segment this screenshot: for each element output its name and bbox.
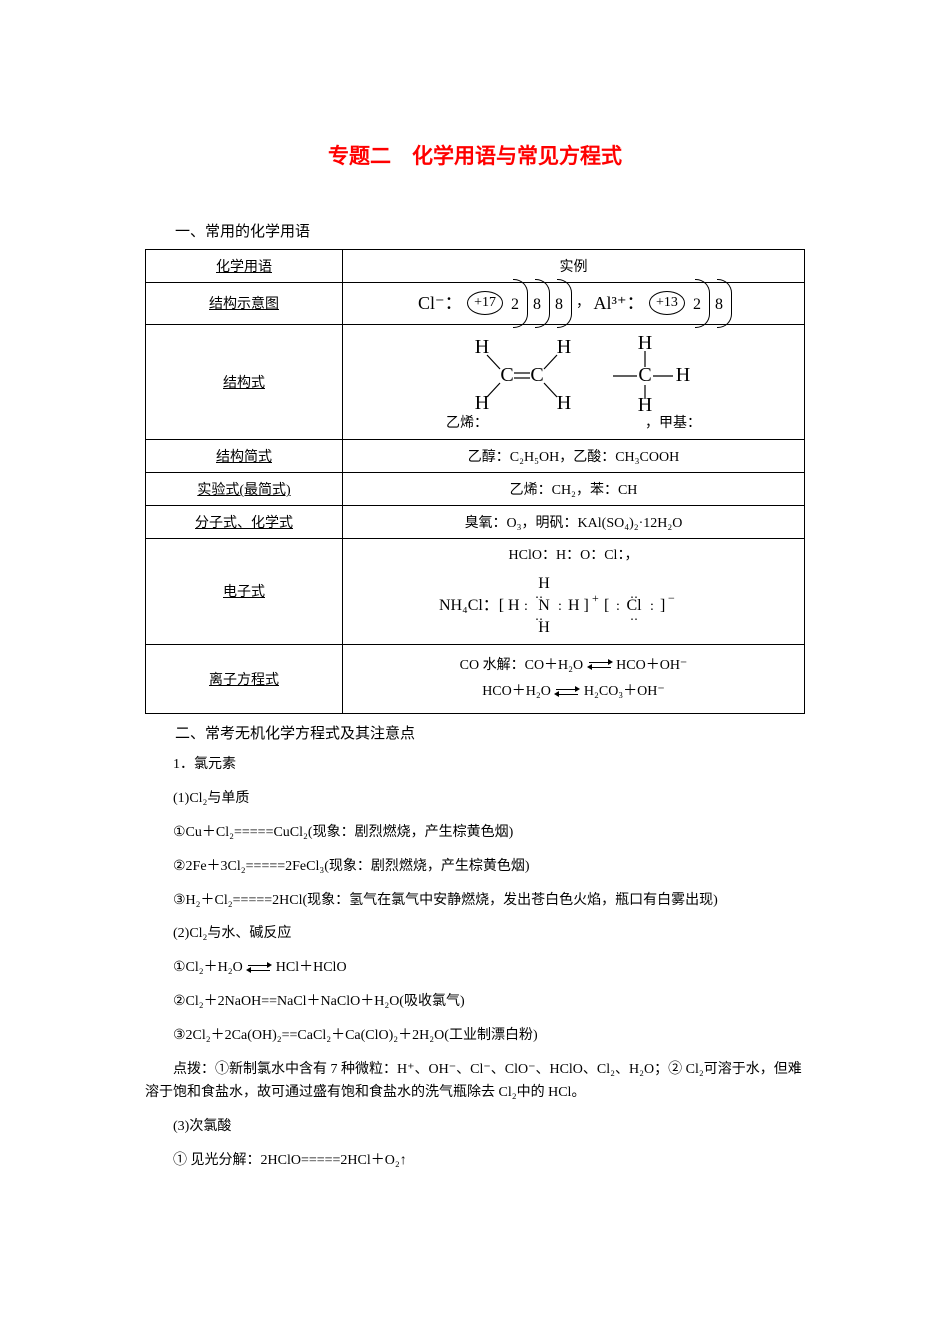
ion-eq-1-post: HCO＋OH⁻ bbox=[616, 658, 687, 673]
electron-formula-hclo: HClO：H：O：Cl：， bbox=[351, 545, 796, 567]
row-example: 乙醇：C₂H₅OH，乙酸：CH₃COOH bbox=[343, 440, 805, 473]
equation-line: ①Cu＋Cl₂=====CuCl₂(现象：剧烈燃烧，产生棕黄色烟) bbox=[145, 821, 805, 845]
page-title: 专题二 化学用语与常见方程式 bbox=[145, 140, 805, 170]
svg-text:C: C bbox=[639, 364, 652, 386]
row-label: 结构示意图 bbox=[146, 283, 343, 325]
electron-formula-nh4cl: NH₄Cl：[ H : H ‥ N ‥ H : H ] + [ : ‥ Cl ‥ bbox=[434, 568, 714, 638]
row-example: Cl⁻： +17 2 8 8 ， Al³⁺： +13 2 8 bbox=[343, 283, 805, 325]
svg-text:C: C bbox=[500, 364, 513, 386]
table-row: 离子方程式 CO 水解：CO＋H₂O HCO＋OH⁻ HCO＋H₂O H₂CO₃… bbox=[146, 644, 805, 714]
equilibrium-arrow-icon bbox=[246, 962, 272, 974]
svg-text:NH₄Cl：[: NH₄Cl：[ bbox=[439, 597, 504, 614]
header-right: 实例 bbox=[343, 250, 805, 283]
paragraph-line: (2)Cl₂与水、碱反应 bbox=[145, 922, 805, 946]
svg-text:[: [ bbox=[604, 597, 609, 614]
row-example: 臭氧：O₃，明矾：KAl(SO₄)₂·12H₂O bbox=[343, 506, 805, 539]
eq-post: HCl＋HClO bbox=[276, 960, 347, 975]
eq-pre: ①Cl₂＋H₂O bbox=[173, 960, 243, 975]
row-label: 结构简式 bbox=[146, 440, 343, 473]
svg-text:H: H bbox=[538, 619, 550, 636]
equation-line: ③2Cl₂＋2Ca(OH)₂==CaCl₂＋Ca(ClO)₂＋2H₂O(工业制漂… bbox=[145, 1024, 805, 1048]
svg-text:H: H bbox=[638, 333, 652, 354]
svg-text:]: ] bbox=[660, 597, 665, 614]
section-2-heading: 二、常考无机化学方程式及其注意点 bbox=[145, 722, 805, 743]
row-label: 电子式 bbox=[146, 539, 343, 644]
row-example: HClO：H：O：Cl：， NH₄Cl：[ H : H ‥ N ‥ H : H … bbox=[343, 539, 805, 644]
table-row: 实验式(最简式) 乙烯：CH₂，苯：CH bbox=[146, 473, 805, 506]
row-label: 离子方程式 bbox=[146, 644, 343, 714]
equation-line: ②Cl₂＋2NaOH==NaCl＋NaClO＋H₂O(吸收氯气) bbox=[145, 990, 805, 1014]
atom-diagram-cl: Cl⁻： +17 2 8 8 bbox=[418, 289, 569, 318]
table-row: 电子式 HClO：H：O：Cl：， NH₄Cl：[ H : H ‥ N ‥ H … bbox=[146, 539, 805, 644]
svg-text:H: H bbox=[508, 597, 520, 614]
equation-line: ②2Fe＋3Cl₂=====2FeCl₃(现象：剧烈燃烧，产生棕黄色烟) bbox=[145, 855, 805, 879]
equation-line: ③H₂＋Cl₂=====2HCl(现象：氢气在氯气中安静燃烧，发出苍白色火焰，瓶… bbox=[145, 889, 805, 913]
svg-text:H: H bbox=[557, 392, 571, 413]
shell: 2 bbox=[687, 289, 707, 318]
svg-text:−: − bbox=[668, 591, 675, 605]
svg-text:H: H bbox=[475, 392, 489, 413]
atom-diagram-al: Al³⁺： +13 2 8 bbox=[594, 289, 729, 318]
svg-text:+: + bbox=[592, 591, 599, 605]
row-label: 结构式 bbox=[146, 324, 343, 439]
svg-text:H: H bbox=[475, 336, 489, 358]
ion-eq-2-post: H₂CO₃＋OH⁻ bbox=[584, 684, 665, 699]
methyl-label: ，甲基： bbox=[645, 416, 701, 431]
table-row: 结构示意图 Cl⁻： +17 2 8 8 ， Al³⁺： +13 2 8 bbox=[146, 283, 805, 325]
svg-text:H ]: H ] bbox=[568, 597, 589, 614]
row-label: 实验式(最简式) bbox=[146, 473, 343, 506]
svg-text:H: H bbox=[557, 336, 571, 358]
shell: 8 bbox=[527, 289, 547, 318]
row-example: C C H H H H C H bbox=[343, 324, 805, 439]
section-1-heading: 一、常用的化学用语 bbox=[145, 220, 805, 241]
ethylene-structure: C C H H H H bbox=[442, 333, 592, 413]
equation-line: ①Cl₂＋H₂O HCl＋HClO bbox=[145, 956, 805, 980]
ion-eq-2-pre: HCO＋H₂O bbox=[482, 684, 551, 699]
ethylene-label: 乙烯： bbox=[446, 416, 488, 431]
row-example: 乙烯：CH₂，苯：CH bbox=[343, 473, 805, 506]
header-left: 化学用语 bbox=[146, 250, 343, 283]
ion-eq-1-pre: CO 水解：CO＋H₂O bbox=[460, 658, 584, 673]
shell: 2 bbox=[505, 289, 525, 318]
subheading-chlorine: 1．氯元素 bbox=[145, 753, 805, 777]
svg-text::: : bbox=[558, 599, 562, 614]
methyl-structure: C H H H bbox=[595, 333, 705, 413]
row-label: 分子式、化学式 bbox=[146, 506, 343, 539]
equation-line: ① 见光分解：2HClO=====2HCl＋O₂↑ bbox=[145, 1149, 805, 1173]
shell: 8 bbox=[709, 289, 729, 318]
svg-text:‥: ‥ bbox=[629, 609, 637, 623]
svg-text:H: H bbox=[676, 364, 690, 386]
svg-text::: : bbox=[524, 599, 528, 614]
tip-line: 点拨：①新制氯水中含有 7 种微粒：H⁺、OH⁻、Cl⁻、ClO⁻、HClO、C… bbox=[145, 1058, 805, 1106]
svg-text:H: H bbox=[638, 394, 652, 413]
svg-text::: : bbox=[616, 599, 620, 614]
chem-terms-table: 化学用语 实例 结构示意图 Cl⁻： +17 2 8 8 ， Al³⁺： +13… bbox=[145, 249, 805, 714]
equilibrium-arrow-icon bbox=[554, 686, 580, 698]
shell: 8 bbox=[549, 289, 569, 318]
table-row: 化学用语 实例 bbox=[146, 250, 805, 283]
table-row: 结构式 C C H H H H C bbox=[146, 324, 805, 439]
atom-symbol: Al³⁺ bbox=[594, 289, 627, 318]
svg-text::: : bbox=[650, 599, 654, 614]
nucleus: +13 bbox=[649, 291, 685, 315]
table-row: 结构简式 乙醇：C₂H₅OH，乙酸：CH₃COOH bbox=[146, 440, 805, 473]
row-example: CO 水解：CO＋H₂O HCO＋OH⁻ HCO＋H₂O H₂CO₃＋OH⁻ bbox=[343, 644, 805, 714]
nucleus: +17 bbox=[467, 291, 503, 315]
equilibrium-arrow-icon bbox=[587, 659, 613, 671]
atom-symbol: Cl⁻ bbox=[418, 289, 445, 318]
paragraph-line: (1)Cl₂与单质 bbox=[145, 787, 805, 811]
paragraph-line: (3)次氯酸 bbox=[145, 1115, 805, 1139]
svg-text:C: C bbox=[530, 364, 543, 386]
table-row: 分子式、化学式 臭氧：O₃，明矾：KAl(SO₄)₂·12H₂O bbox=[146, 506, 805, 539]
